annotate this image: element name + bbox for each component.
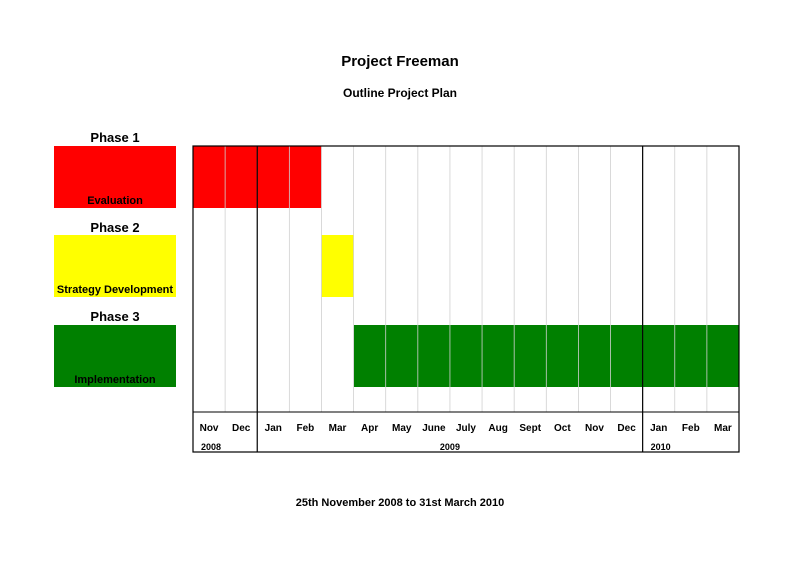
month-tick-label: Mar — [714, 423, 732, 434]
year-label: 2008 — [201, 442, 221, 452]
phase-1-label: Phase 1 — [90, 130, 140, 145]
chart-title: Project Freeman — [341, 53, 459, 70]
phase-3-box: Implementation — [54, 325, 176, 387]
month-tick-label: Oct — [554, 423, 571, 434]
year-label: 2009 — [440, 442, 460, 452]
phase-2-name: Strategy Development — [56, 284, 174, 296]
phase-2-box: Strategy Development — [54, 235, 176, 297]
month-tick-label: Aug — [488, 423, 507, 434]
phase-1-name: Evaluation — [87, 195, 143, 207]
month-tick-label: Dec — [232, 423, 251, 434]
month-tick-label: Mar — [329, 423, 347, 434]
chart-subtitle: Outline Project Plan — [342, 86, 458, 100]
month-tick-label: July — [456, 423, 476, 434]
month-tick-label: Feb — [682, 423, 700, 434]
month-tick-label: Feb — [297, 423, 315, 434]
date-range-footer: 25th November 2008 to 31st March 2010 — [295, 497, 505, 509]
month-tick-label: Jan — [650, 423, 667, 434]
month-tick-label: Sept — [519, 423, 541, 434]
month-tick-label: Nov — [585, 423, 604, 434]
month-tick-label: Jan — [265, 423, 282, 434]
chart-frame — [192, 145, 740, 453]
phase-3-label: Phase 3 — [90, 309, 140, 324]
month-tick-label: June — [422, 423, 446, 434]
phase-3-name: Implementation — [74, 374, 156, 386]
phase-2-label: Phase 2 — [90, 220, 140, 235]
month-tick-label: May — [392, 423, 412, 434]
month-tick-label: Dec — [617, 423, 636, 434]
phase-1-box: Evaluation — [54, 146, 176, 208]
year-label: 2010 — [651, 442, 671, 452]
month-tick-label: Nov — [200, 423, 219, 434]
month-tick-label: Apr — [361, 423, 378, 434]
task-bar-2 — [321, 235, 354, 297]
